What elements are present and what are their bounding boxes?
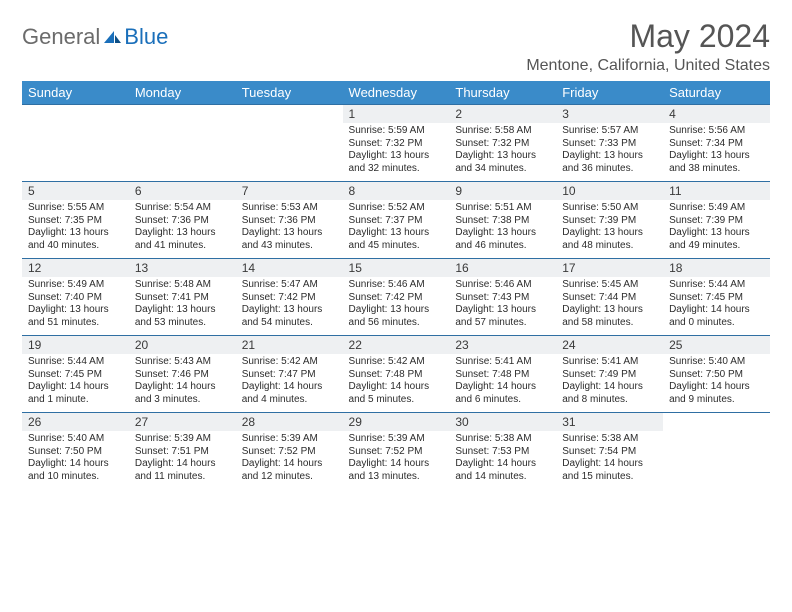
week-number-row: 19202122232425 [22, 336, 770, 355]
day-header: Saturday [663, 81, 770, 105]
day-number: 9 [449, 182, 556, 201]
week-detail-row: Sunrise: 5:44 AMSunset: 7:45 PMDaylight:… [22, 354, 770, 413]
day-number [129, 105, 236, 124]
day-detail [663, 431, 770, 489]
day-detail: Sunrise: 5:44 AMSunset: 7:45 PMDaylight:… [22, 354, 129, 413]
day-number: 13 [129, 259, 236, 278]
day-number: 25 [663, 336, 770, 355]
day-detail: Sunrise: 5:49 AMSunset: 7:40 PMDaylight:… [22, 277, 129, 336]
day-detail: Sunrise: 5:39 AMSunset: 7:52 PMDaylight:… [236, 431, 343, 489]
day-number: 19 [22, 336, 129, 355]
day-detail: Sunrise: 5:54 AMSunset: 7:36 PMDaylight:… [129, 200, 236, 259]
day-header-row: Sunday Monday Tuesday Wednesday Thursday… [22, 81, 770, 105]
day-detail: Sunrise: 5:53 AMSunset: 7:36 PMDaylight:… [236, 200, 343, 259]
day-number: 16 [449, 259, 556, 278]
day-number: 31 [556, 413, 663, 432]
day-detail: Sunrise: 5:57 AMSunset: 7:33 PMDaylight:… [556, 123, 663, 182]
day-number: 11 [663, 182, 770, 201]
day-header: Tuesday [236, 81, 343, 105]
day-detail: Sunrise: 5:59 AMSunset: 7:32 PMDaylight:… [343, 123, 450, 182]
day-number: 14 [236, 259, 343, 278]
day-detail: Sunrise: 5:46 AMSunset: 7:43 PMDaylight:… [449, 277, 556, 336]
title-block: May 2024 Mentone, California, United Sta… [526, 18, 770, 75]
day-number [22, 105, 129, 124]
month-title: May 2024 [526, 18, 770, 55]
day-detail: Sunrise: 5:41 AMSunset: 7:49 PMDaylight:… [556, 354, 663, 413]
day-number: 22 [343, 336, 450, 355]
day-detail: Sunrise: 5:50 AMSunset: 7:39 PMDaylight:… [556, 200, 663, 259]
day-number: 18 [663, 259, 770, 278]
day-header: Monday [129, 81, 236, 105]
day-number: 7 [236, 182, 343, 201]
logo-sail-icon [102, 29, 122, 45]
week-number-row: 12131415161718 [22, 259, 770, 278]
day-detail: Sunrise: 5:56 AMSunset: 7:34 PMDaylight:… [663, 123, 770, 182]
day-detail: Sunrise: 5:41 AMSunset: 7:48 PMDaylight:… [449, 354, 556, 413]
day-header: Wednesday [343, 81, 450, 105]
day-number: 17 [556, 259, 663, 278]
logo-text-blue: Blue [124, 24, 168, 50]
day-detail: Sunrise: 5:49 AMSunset: 7:39 PMDaylight:… [663, 200, 770, 259]
day-number: 21 [236, 336, 343, 355]
day-detail: Sunrise: 5:42 AMSunset: 7:48 PMDaylight:… [343, 354, 450, 413]
week-detail-row: Sunrise: 5:40 AMSunset: 7:50 PMDaylight:… [22, 431, 770, 489]
day-detail: Sunrise: 5:39 AMSunset: 7:51 PMDaylight:… [129, 431, 236, 489]
day-detail: Sunrise: 5:52 AMSunset: 7:37 PMDaylight:… [343, 200, 450, 259]
day-number: 30 [449, 413, 556, 432]
day-number: 20 [129, 336, 236, 355]
day-detail: Sunrise: 5:46 AMSunset: 7:42 PMDaylight:… [343, 277, 450, 336]
week-number-row: 1234 [22, 105, 770, 124]
day-number: 15 [343, 259, 450, 278]
logo: General Blue [22, 18, 168, 50]
day-detail: Sunrise: 5:38 AMSunset: 7:54 PMDaylight:… [556, 431, 663, 489]
day-number: 29 [343, 413, 450, 432]
day-number: 4 [663, 105, 770, 124]
day-detail: Sunrise: 5:38 AMSunset: 7:53 PMDaylight:… [449, 431, 556, 489]
calendar-page: General Blue May 2024 Mentone, Californi… [0, 0, 792, 499]
day-detail: Sunrise: 5:55 AMSunset: 7:35 PMDaylight:… [22, 200, 129, 259]
day-detail: Sunrise: 5:43 AMSunset: 7:46 PMDaylight:… [129, 354, 236, 413]
day-detail: Sunrise: 5:48 AMSunset: 7:41 PMDaylight:… [129, 277, 236, 336]
day-number: 24 [556, 336, 663, 355]
day-detail: Sunrise: 5:39 AMSunset: 7:52 PMDaylight:… [343, 431, 450, 489]
day-number: 8 [343, 182, 450, 201]
day-number: 12 [22, 259, 129, 278]
day-number [663, 413, 770, 432]
day-number: 5 [22, 182, 129, 201]
day-number: 2 [449, 105, 556, 124]
calendar-body: 1234Sunrise: 5:59 AMSunset: 7:32 PMDayli… [22, 105, 770, 490]
week-detail-row: Sunrise: 5:49 AMSunset: 7:40 PMDaylight:… [22, 277, 770, 336]
day-header: Sunday [22, 81, 129, 105]
calendar-table: Sunday Monday Tuesday Wednesday Thursday… [22, 81, 770, 489]
header: General Blue May 2024 Mentone, Californi… [22, 18, 770, 75]
week-number-row: 567891011 [22, 182, 770, 201]
day-detail: Sunrise: 5:45 AMSunset: 7:44 PMDaylight:… [556, 277, 663, 336]
day-detail [22, 123, 129, 182]
day-number: 10 [556, 182, 663, 201]
week-detail-row: Sunrise: 5:55 AMSunset: 7:35 PMDaylight:… [22, 200, 770, 259]
day-number: 3 [556, 105, 663, 124]
day-number [236, 105, 343, 124]
logo-text-general: General [22, 24, 100, 50]
week-number-row: 262728293031 [22, 413, 770, 432]
day-detail: Sunrise: 5:47 AMSunset: 7:42 PMDaylight:… [236, 277, 343, 336]
day-detail: Sunrise: 5:58 AMSunset: 7:32 PMDaylight:… [449, 123, 556, 182]
day-number: 28 [236, 413, 343, 432]
day-detail: Sunrise: 5:42 AMSunset: 7:47 PMDaylight:… [236, 354, 343, 413]
day-detail: Sunrise: 5:40 AMSunset: 7:50 PMDaylight:… [22, 431, 129, 489]
day-number: 1 [343, 105, 450, 124]
day-detail: Sunrise: 5:51 AMSunset: 7:38 PMDaylight:… [449, 200, 556, 259]
location-subtitle: Mentone, California, United States [526, 57, 770, 75]
day-number: 23 [449, 336, 556, 355]
day-detail [129, 123, 236, 182]
day-header: Friday [556, 81, 663, 105]
day-header: Thursday [449, 81, 556, 105]
day-detail: Sunrise: 5:40 AMSunset: 7:50 PMDaylight:… [663, 354, 770, 413]
day-number: 6 [129, 182, 236, 201]
day-number: 26 [22, 413, 129, 432]
day-number: 27 [129, 413, 236, 432]
week-detail-row: Sunrise: 5:59 AMSunset: 7:32 PMDaylight:… [22, 123, 770, 182]
day-detail: Sunrise: 5:44 AMSunset: 7:45 PMDaylight:… [663, 277, 770, 336]
day-detail [236, 123, 343, 182]
